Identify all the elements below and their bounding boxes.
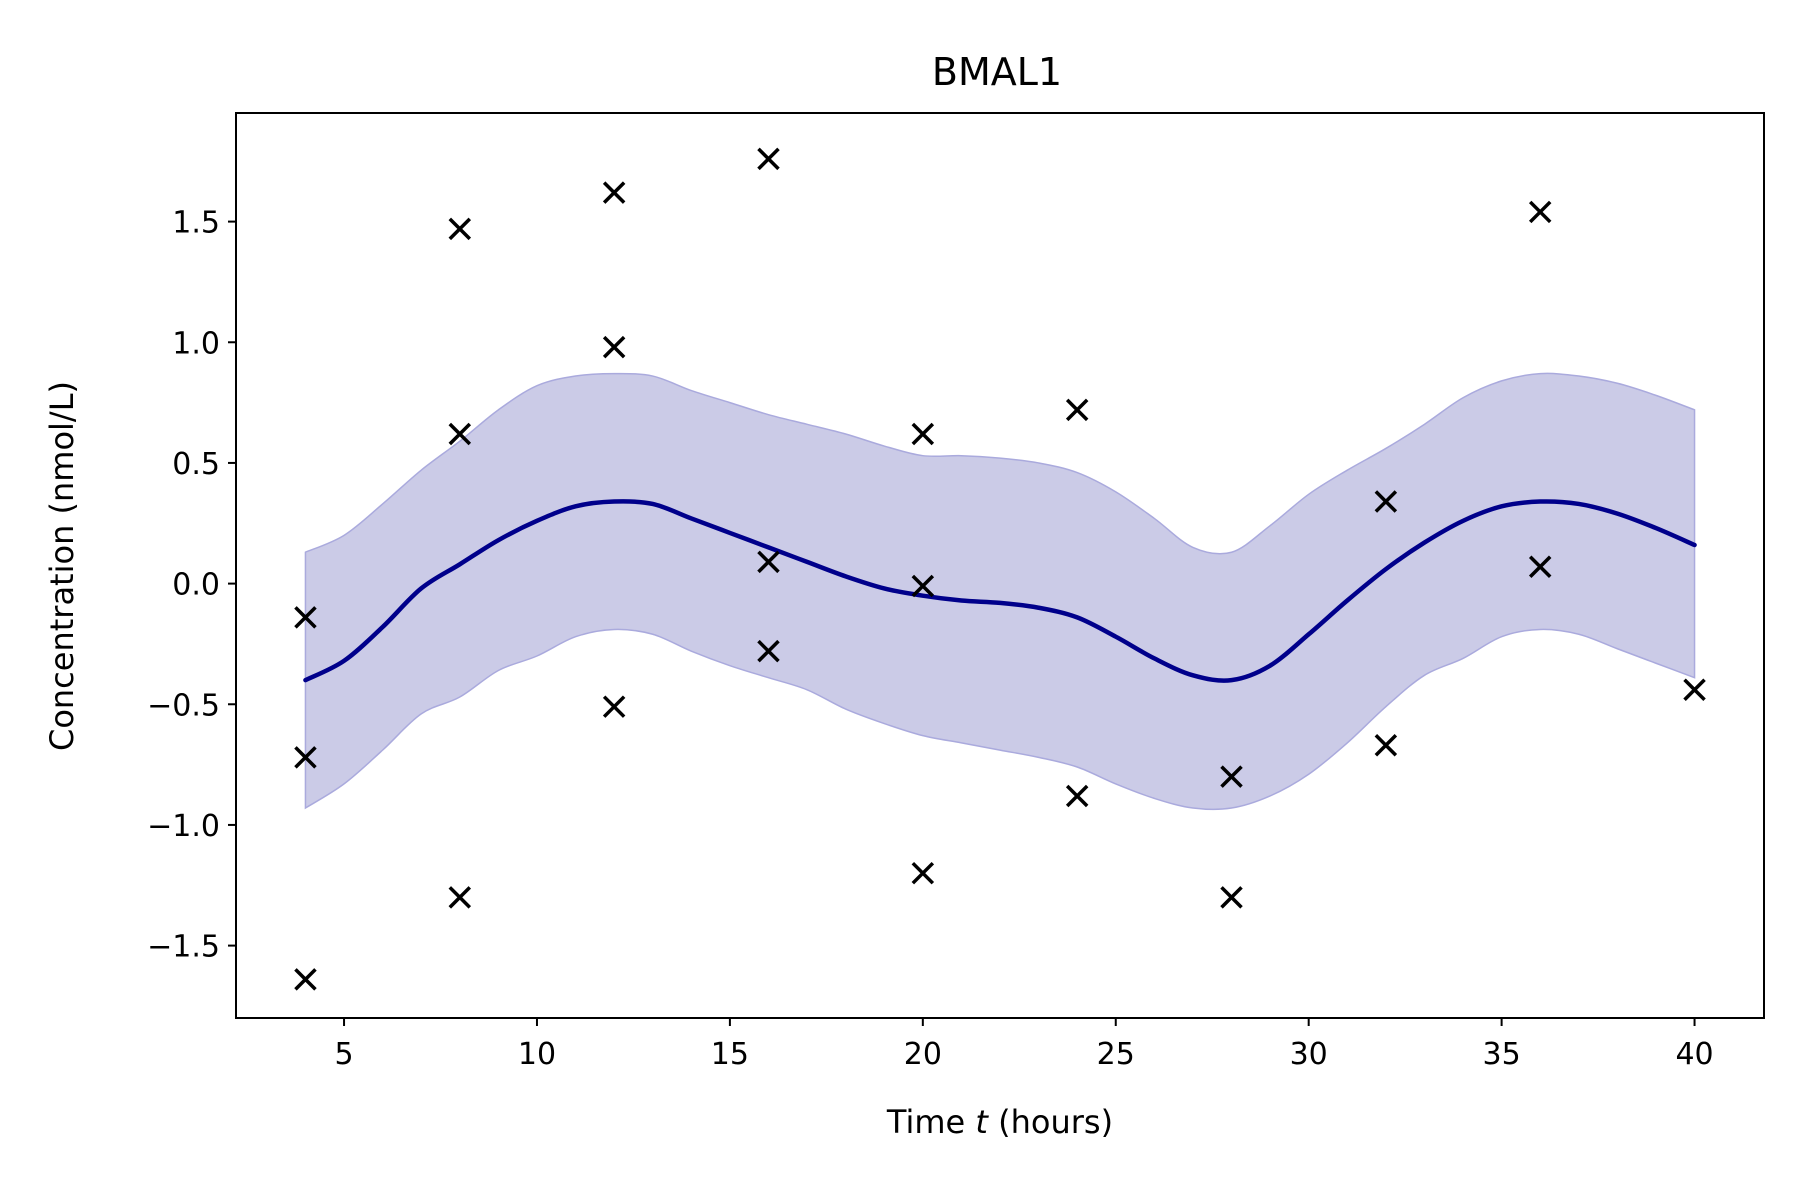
x-axis-label-suffix: (hours) [988,1103,1113,1141]
data-point [1528,200,1552,224]
data-point [602,335,626,359]
data-point [448,422,472,446]
confidence-band [304,372,1696,811]
data-point [1374,490,1398,513]
data-point [294,746,317,769]
confidence-band-layer [304,372,1696,811]
data-point [448,886,472,909]
data-point [1528,555,1552,578]
mean-line [303,499,1697,683]
data-point [1065,784,1089,808]
data-points-layer [294,147,1706,991]
data-point [1220,765,1243,788]
data-point [1065,398,1089,422]
data-point [757,147,780,171]
y-tick-label: 1.0 [172,326,220,361]
data-point [911,574,935,598]
data-point [602,181,626,204]
data-point [294,968,317,991]
data-point [757,550,780,574]
data-point [602,695,626,718]
data-point [911,861,935,885]
x-tick-label: 40 [1675,1037,1713,1072]
x-tick-label: 35 [1483,1037,1521,1072]
y-tick-label: 0.0 [172,568,220,603]
plot-frame [235,112,1765,1019]
data-point [911,422,935,446]
x-tick-label: 15 [711,1037,749,1072]
y-tick-label: −1.0 [147,809,220,844]
chart-title: BMAL1 [932,50,1062,94]
y-tick-label: −0.5 [147,688,220,723]
data-point [448,217,472,241]
x-tick-label: 20 [904,1037,942,1072]
x-tick-label: 5 [334,1037,353,1072]
mean-line-layer [303,499,1697,683]
y-tick-label: 0.5 [172,447,220,482]
x-axis-ticks: 5 10 15 20 25 30 35 40 [334,1018,1714,1072]
x-tick-label: 10 [518,1037,556,1072]
x-axis-label: Time t (hours) [886,1103,1113,1141]
data-point [757,639,780,663]
y-tick-label: 1.5 [172,206,220,241]
x-axis-label-prefix: Time [886,1103,975,1141]
data-point [1374,734,1398,757]
x-tick-label: 30 [1290,1037,1328,1072]
x-axis-label-variable: t [975,1103,989,1141]
data-point [1683,678,1706,702]
y-axis-ticks: −1.5 −1.0 −0.5 0.0 0.5 1.0 1.5 [147,206,236,965]
x-tick-label: 25 [1097,1037,1135,1072]
data-point [1220,886,1243,909]
data-point [294,606,317,629]
y-tick-label: −1.5 [147,930,220,965]
y-axis-label: Concentration (nmol/L) [43,381,81,751]
